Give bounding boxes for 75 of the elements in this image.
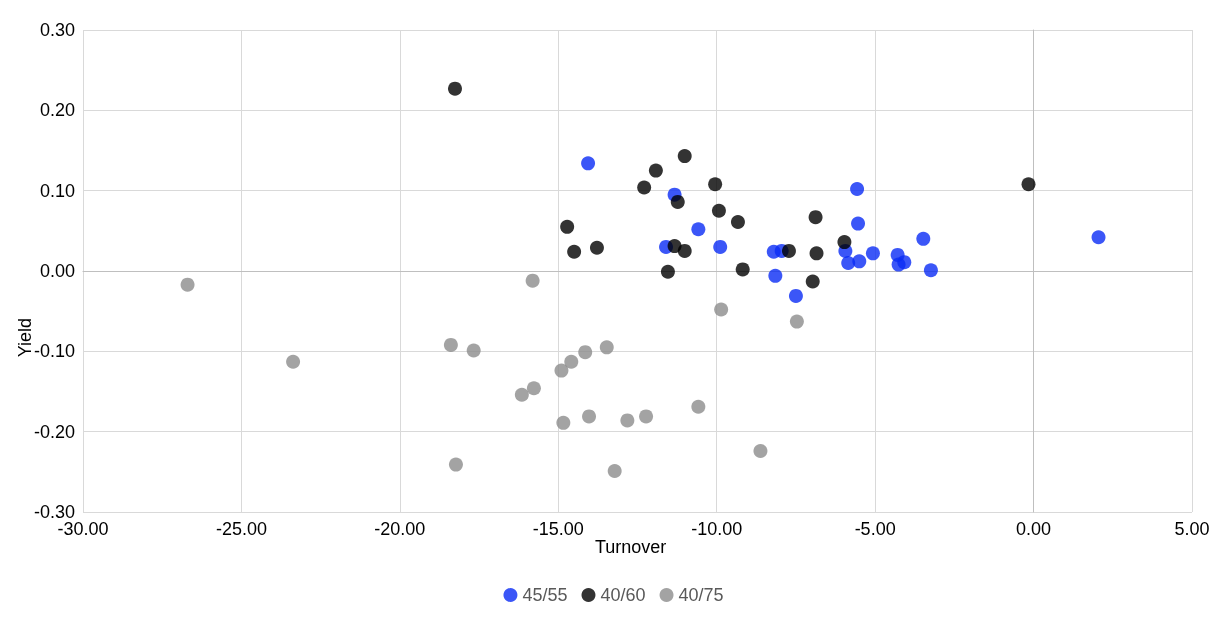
point bbox=[567, 244, 582, 259]
point bbox=[578, 345, 593, 360]
point bbox=[582, 409, 597, 424]
y-axis-title: Yield bbox=[15, 318, 35, 358]
point bbox=[837, 235, 852, 250]
x-tick-label: -30.00 bbox=[57, 519, 109, 539]
point bbox=[514, 387, 529, 402]
point bbox=[677, 243, 692, 258]
point bbox=[581, 156, 596, 171]
point bbox=[670, 194, 685, 209]
point bbox=[286, 354, 301, 369]
point bbox=[599, 340, 614, 355]
y-tick-label: 0.00 bbox=[39, 261, 75, 281]
point bbox=[808, 210, 823, 225]
point bbox=[730, 215, 745, 229]
x-tick-label: -15.00 bbox=[532, 519, 584, 539]
point bbox=[865, 246, 880, 261]
x-tick-label: -5.00 bbox=[854, 519, 896, 539]
point bbox=[714, 302, 729, 317]
point bbox=[607, 464, 622, 479]
point bbox=[691, 399, 706, 414]
point bbox=[735, 262, 750, 277]
point bbox=[448, 457, 463, 472]
point bbox=[554, 363, 569, 378]
y-tick-label: 0.20 bbox=[39, 100, 75, 121]
point bbox=[850, 182, 865, 197]
point bbox=[564, 354, 579, 369]
x-tick-label: 0.00 bbox=[1016, 519, 1052, 539]
legend-label: 40/75 bbox=[678, 585, 724, 605]
x-tick-label: 5.00 bbox=[1174, 519, 1210, 539]
point bbox=[852, 254, 867, 269]
point bbox=[841, 255, 856, 270]
y-tick-label: -0.30 bbox=[33, 502, 75, 522]
point bbox=[637, 180, 652, 195]
y-tick-label: 0.10 bbox=[39, 180, 75, 201]
point bbox=[556, 415, 571, 430]
y-tick-label: -0.20 bbox=[33, 421, 75, 442]
point bbox=[448, 81, 462, 96]
point bbox=[851, 216, 866, 231]
point bbox=[711, 203, 726, 218]
point bbox=[560, 219, 575, 234]
point bbox=[526, 381, 541, 396]
x-tick-label: -25.00 bbox=[215, 519, 267, 539]
point bbox=[660, 264, 675, 279]
point bbox=[589, 240, 604, 255]
point bbox=[708, 177, 723, 192]
y-tick-label: 0.30 bbox=[39, 20, 75, 40]
point bbox=[1091, 230, 1106, 245]
point bbox=[525, 273, 540, 288]
point bbox=[789, 314, 804, 329]
point bbox=[897, 255, 912, 270]
point bbox=[677, 149, 692, 164]
point bbox=[753, 443, 768, 458]
point bbox=[620, 413, 635, 428]
point bbox=[691, 222, 706, 237]
point bbox=[768, 268, 783, 283]
point bbox=[180, 277, 195, 292]
point bbox=[781, 243, 796, 258]
y-tick-label: -0.10 bbox=[33, 341, 75, 362]
point bbox=[809, 246, 824, 261]
legend-label: 40/60 bbox=[600, 585, 646, 605]
point bbox=[443, 337, 458, 352]
point bbox=[648, 163, 663, 178]
point bbox=[923, 263, 938, 278]
point bbox=[639, 409, 654, 424]
point bbox=[805, 274, 820, 289]
point bbox=[788, 288, 803, 303]
x-tick-label: -10.00 bbox=[691, 519, 743, 539]
point bbox=[466, 343, 481, 358]
point bbox=[1021, 177, 1036, 192]
x-tick-label: -20.00 bbox=[374, 519, 426, 539]
legend-label: 45/55 bbox=[522, 585, 568, 605]
x-axis-title: Turnover bbox=[595, 537, 667, 557]
point bbox=[916, 231, 931, 246]
point bbox=[713, 239, 728, 254]
